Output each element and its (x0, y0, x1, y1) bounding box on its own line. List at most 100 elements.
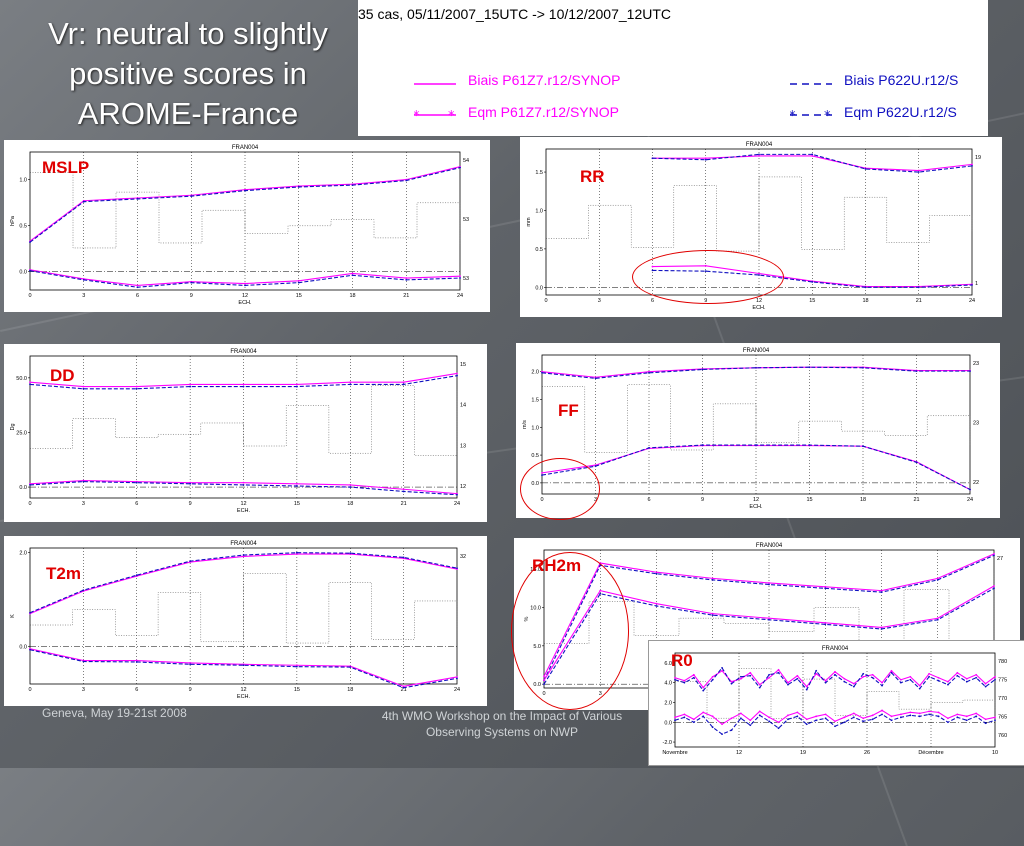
data-point (971, 284, 973, 286)
data-point (805, 688, 808, 691)
data-point (136, 286, 139, 289)
data-point (349, 383, 352, 386)
data-point (242, 664, 245, 667)
x-tick-label: 15 (809, 298, 815, 304)
chart-title: FRAN004 (822, 646, 849, 652)
data-point (295, 664, 298, 667)
data-point (928, 710, 931, 713)
data-point (674, 719, 676, 722)
y-tick-label: 0.0 (19, 485, 27, 491)
data-point (811, 155, 814, 157)
data-point (880, 591, 883, 594)
data-point (82, 480, 85, 483)
station-count-steps (542, 384, 971, 453)
legend-box: 35 cas, 05/11/2007_15UTC -> 10/12/2007_1… (358, 0, 988, 136)
chart-t2m: FRAN004 0 3 6 9 12 15 18 21 24 ECH. 0.0 2.0 K 32 (10, 541, 466, 700)
data-point (674, 678, 676, 681)
data-point (739, 675, 742, 678)
data-point (928, 675, 931, 678)
data-point (881, 684, 883, 687)
data-point (852, 685, 855, 688)
y-tick-label: 0.5 (535, 247, 543, 253)
data-point (82, 589, 85, 592)
panel-label: DD (50, 366, 75, 385)
data-point (82, 660, 85, 663)
legend-swatch: ** (413, 108, 456, 124)
data-point (852, 712, 855, 715)
data-point (768, 582, 770, 584)
legend-swatch (414, 76, 456, 86)
station-count-steps (30, 385, 458, 456)
data-point (711, 675, 714, 678)
data-point (739, 717, 742, 720)
data-point (29, 648, 31, 651)
data-point (189, 661, 192, 664)
data-point (965, 677, 968, 680)
data-point (692, 721, 695, 724)
right-tick-label: 760 (998, 733, 1007, 739)
y-axis-label: hPa (10, 215, 16, 226)
data-point (917, 171, 920, 173)
x-tick-label: 9 (701, 497, 704, 503)
chart-title: FRAN004 (756, 543, 783, 549)
data-point (918, 687, 921, 690)
data-point (824, 713, 827, 716)
right-tick-label: 54 (463, 158, 469, 164)
data-point (721, 733, 723, 736)
data-point (402, 488, 405, 491)
data-point (244, 189, 246, 192)
data-point (594, 465, 597, 468)
legend-item: Biais P61Z7.r12/SYNOP (414, 72, 621, 88)
data-point (928, 672, 931, 675)
data-point (190, 195, 193, 198)
data-point (909, 675, 912, 678)
data-point (594, 377, 597, 380)
data-point (843, 716, 846, 719)
data-point (768, 716, 771, 719)
data-point (834, 720, 836, 723)
data-point (297, 279, 300, 282)
data-point (843, 680, 846, 683)
data-point (815, 715, 818, 718)
data-point (730, 682, 733, 685)
legend-item: **Eqm P61Z7.r12/SYNOP (413, 104, 619, 124)
x-tick-label: 12 (736, 750, 742, 756)
data-point (994, 716, 996, 719)
data-point (880, 628, 883, 630)
x-tick-label: 6 (651, 298, 654, 304)
data-point (692, 676, 695, 679)
data-point (899, 716, 902, 719)
station-count-steps (544, 571, 995, 647)
data-point (683, 681, 686, 684)
svg-text:*: * (448, 109, 455, 121)
data-point (880, 589, 883, 592)
data-point (834, 673, 836, 676)
data-point (456, 676, 458, 678)
data-point (29, 383, 31, 386)
data-point (975, 676, 978, 679)
data-point (971, 163, 973, 166)
x-axis-label: ECH. (237, 694, 251, 700)
data-point (890, 715, 893, 718)
data-point (702, 711, 705, 714)
data-point (711, 715, 714, 718)
data-point (730, 680, 733, 683)
data-point (244, 282, 246, 285)
data-point (815, 669, 818, 672)
data-point (190, 281, 193, 284)
right-tick-label: 780 (998, 659, 1007, 665)
data-point (993, 552, 995, 555)
data-point (947, 680, 949, 683)
data-point (808, 366, 811, 369)
x-tick-label: 24 (969, 298, 975, 304)
data-point (456, 372, 458, 375)
x-tick-label: Décembre (918, 750, 943, 756)
x-tick-label: 12 (756, 298, 762, 304)
data-point (655, 571, 658, 574)
data-point (937, 711, 940, 714)
data-point (674, 716, 676, 719)
data-point (862, 672, 865, 675)
data-point (349, 666, 352, 669)
data-point (936, 577, 939, 580)
